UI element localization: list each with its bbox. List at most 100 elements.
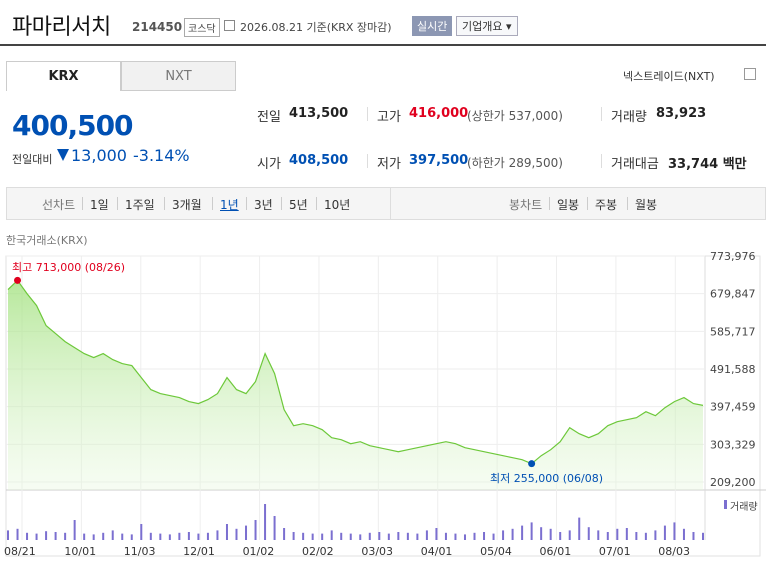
volume-bar <box>273 516 276 540</box>
divider <box>212 197 213 210</box>
volume-bar <box>444 532 447 540</box>
nextrade-label: 넥스트레이드(NXT) <box>623 70 715 83</box>
down-arrow-icon <box>57 149 69 161</box>
volume-bar <box>387 533 390 540</box>
stock-header <box>0 0 766 46</box>
lower-limit: (하한가 289,500) <box>467 156 563 170</box>
price-change-percent: -3.14% <box>133 146 190 165</box>
divider <box>587 197 588 210</box>
volume-bar <box>26 532 29 540</box>
company-info-dropdown[interactable]: 기업개요 ▾ <box>456 16 518 36</box>
calendar-icon <box>224 20 235 31</box>
low-value: 397,500 <box>409 153 469 168</box>
amount-label: 거래대금 <box>611 157 659 172</box>
divider <box>601 154 602 168</box>
x-tick-label: 10/01 <box>64 545 96 558</box>
volume-bar <box>378 532 381 540</box>
volume-bar <box>197 533 200 540</box>
candle-daily[interactable]: 일봉 <box>557 198 580 212</box>
volume-bar <box>406 532 409 540</box>
volume-bar <box>702 532 704 540</box>
period-1y[interactable]: 1년 <box>220 198 239 212</box>
amount-value: 33,744 백만 <box>668 157 747 172</box>
y-tick-label: 209,200 <box>710 476 756 489</box>
volume-bar <box>245 525 248 540</box>
realtime-button[interactable]: 실시간 <box>412 16 453 36</box>
market-badge: 코스닥 <box>184 18 220 37</box>
low-label: 저가 <box>377 157 401 172</box>
volume-bar <box>206 532 209 540</box>
volume-bar <box>483 532 486 540</box>
divider <box>367 154 368 168</box>
volume-bar <box>149 532 152 540</box>
period-toolbar <box>6 187 766 220</box>
volume-bar <box>292 532 295 540</box>
volume-bar <box>473 532 476 540</box>
chart-source-label: 한국거래소(KRX) <box>6 234 88 247</box>
volume-bar <box>578 517 581 540</box>
x-tick-label: 08/03 <box>658 545 690 558</box>
volume-legend-icon <box>724 500 727 509</box>
x-tick-label: 08/21 <box>4 545 36 558</box>
period-1d[interactable]: 1일 <box>90 198 109 212</box>
x-tick-label: 01/02 <box>243 545 275 558</box>
volume-bar <box>111 530 114 540</box>
x-tick-label: 07/01 <box>599 545 631 558</box>
volume-bar <box>502 530 505 540</box>
volume-bars <box>7 504 704 540</box>
high-value: 416,000 <box>409 106 469 121</box>
divider <box>627 197 628 210</box>
volume-bar <box>597 530 600 540</box>
volume-bar <box>130 534 133 540</box>
tab-krx[interactable]: KRX <box>6 61 121 91</box>
nextrade-checkbox[interactable] <box>744 68 756 80</box>
volume-bar <box>311 533 314 540</box>
x-tick-label: 03/03 <box>361 545 393 558</box>
period-5y[interactable]: 5년 <box>289 198 308 212</box>
x-tick-label: 04/01 <box>421 545 453 558</box>
max-point-marker <box>14 276 22 284</box>
divider <box>367 107 368 121</box>
divider <box>82 197 83 210</box>
volume-bar <box>102 532 105 540</box>
y-tick-label: 397,459 <box>710 401 756 414</box>
volume-bar <box>692 532 695 540</box>
volume-bar <box>264 504 267 540</box>
volume-bar <box>549 528 552 540</box>
volume-bar <box>330 530 333 540</box>
volume-bar <box>254 520 257 540</box>
volume-bar <box>168 534 171 540</box>
volume-bar <box>64 532 67 540</box>
x-tick-label: 05/04 <box>480 545 512 558</box>
volume-bar <box>530 522 533 540</box>
high-label: 고가 <box>377 110 401 125</box>
candle-chart-label: 봉차트 <box>509 198 543 212</box>
volume-bar <box>644 532 647 540</box>
volume-value: 83,923 <box>656 106 707 121</box>
volume-bar <box>616 528 619 540</box>
candle-weekly[interactable]: 주봉 <box>595 198 618 212</box>
divider <box>246 197 247 210</box>
volume-bar <box>73 520 76 540</box>
tab-nxt[interactable]: NXT <box>121 61 236 91</box>
candle-monthly[interactable]: 월봉 <box>635 198 658 212</box>
volume-bar <box>425 530 428 540</box>
volume-bar <box>625 528 628 540</box>
divider <box>117 197 118 210</box>
company-name: 파마리서치 <box>12 15 111 40</box>
period-3m[interactable]: 3개월 <box>172 198 202 212</box>
volume-bar <box>654 530 657 540</box>
period-10y[interactable]: 10년 <box>324 198 351 212</box>
period-3y[interactable]: 3년 <box>254 198 273 212</box>
prev-close-value: 413,500 <box>289 106 349 121</box>
divider <box>390 187 391 220</box>
open-value: 408,500 <box>289 153 349 168</box>
divider <box>601 107 602 121</box>
volume-bar <box>540 527 543 540</box>
divider <box>316 197 317 210</box>
volume-bar <box>16 528 19 540</box>
volume-bar <box>7 530 9 540</box>
volume-bar <box>35 533 38 540</box>
period-1w[interactable]: 1주일 <box>125 198 155 212</box>
x-tick-label: 02/02 <box>302 545 334 558</box>
